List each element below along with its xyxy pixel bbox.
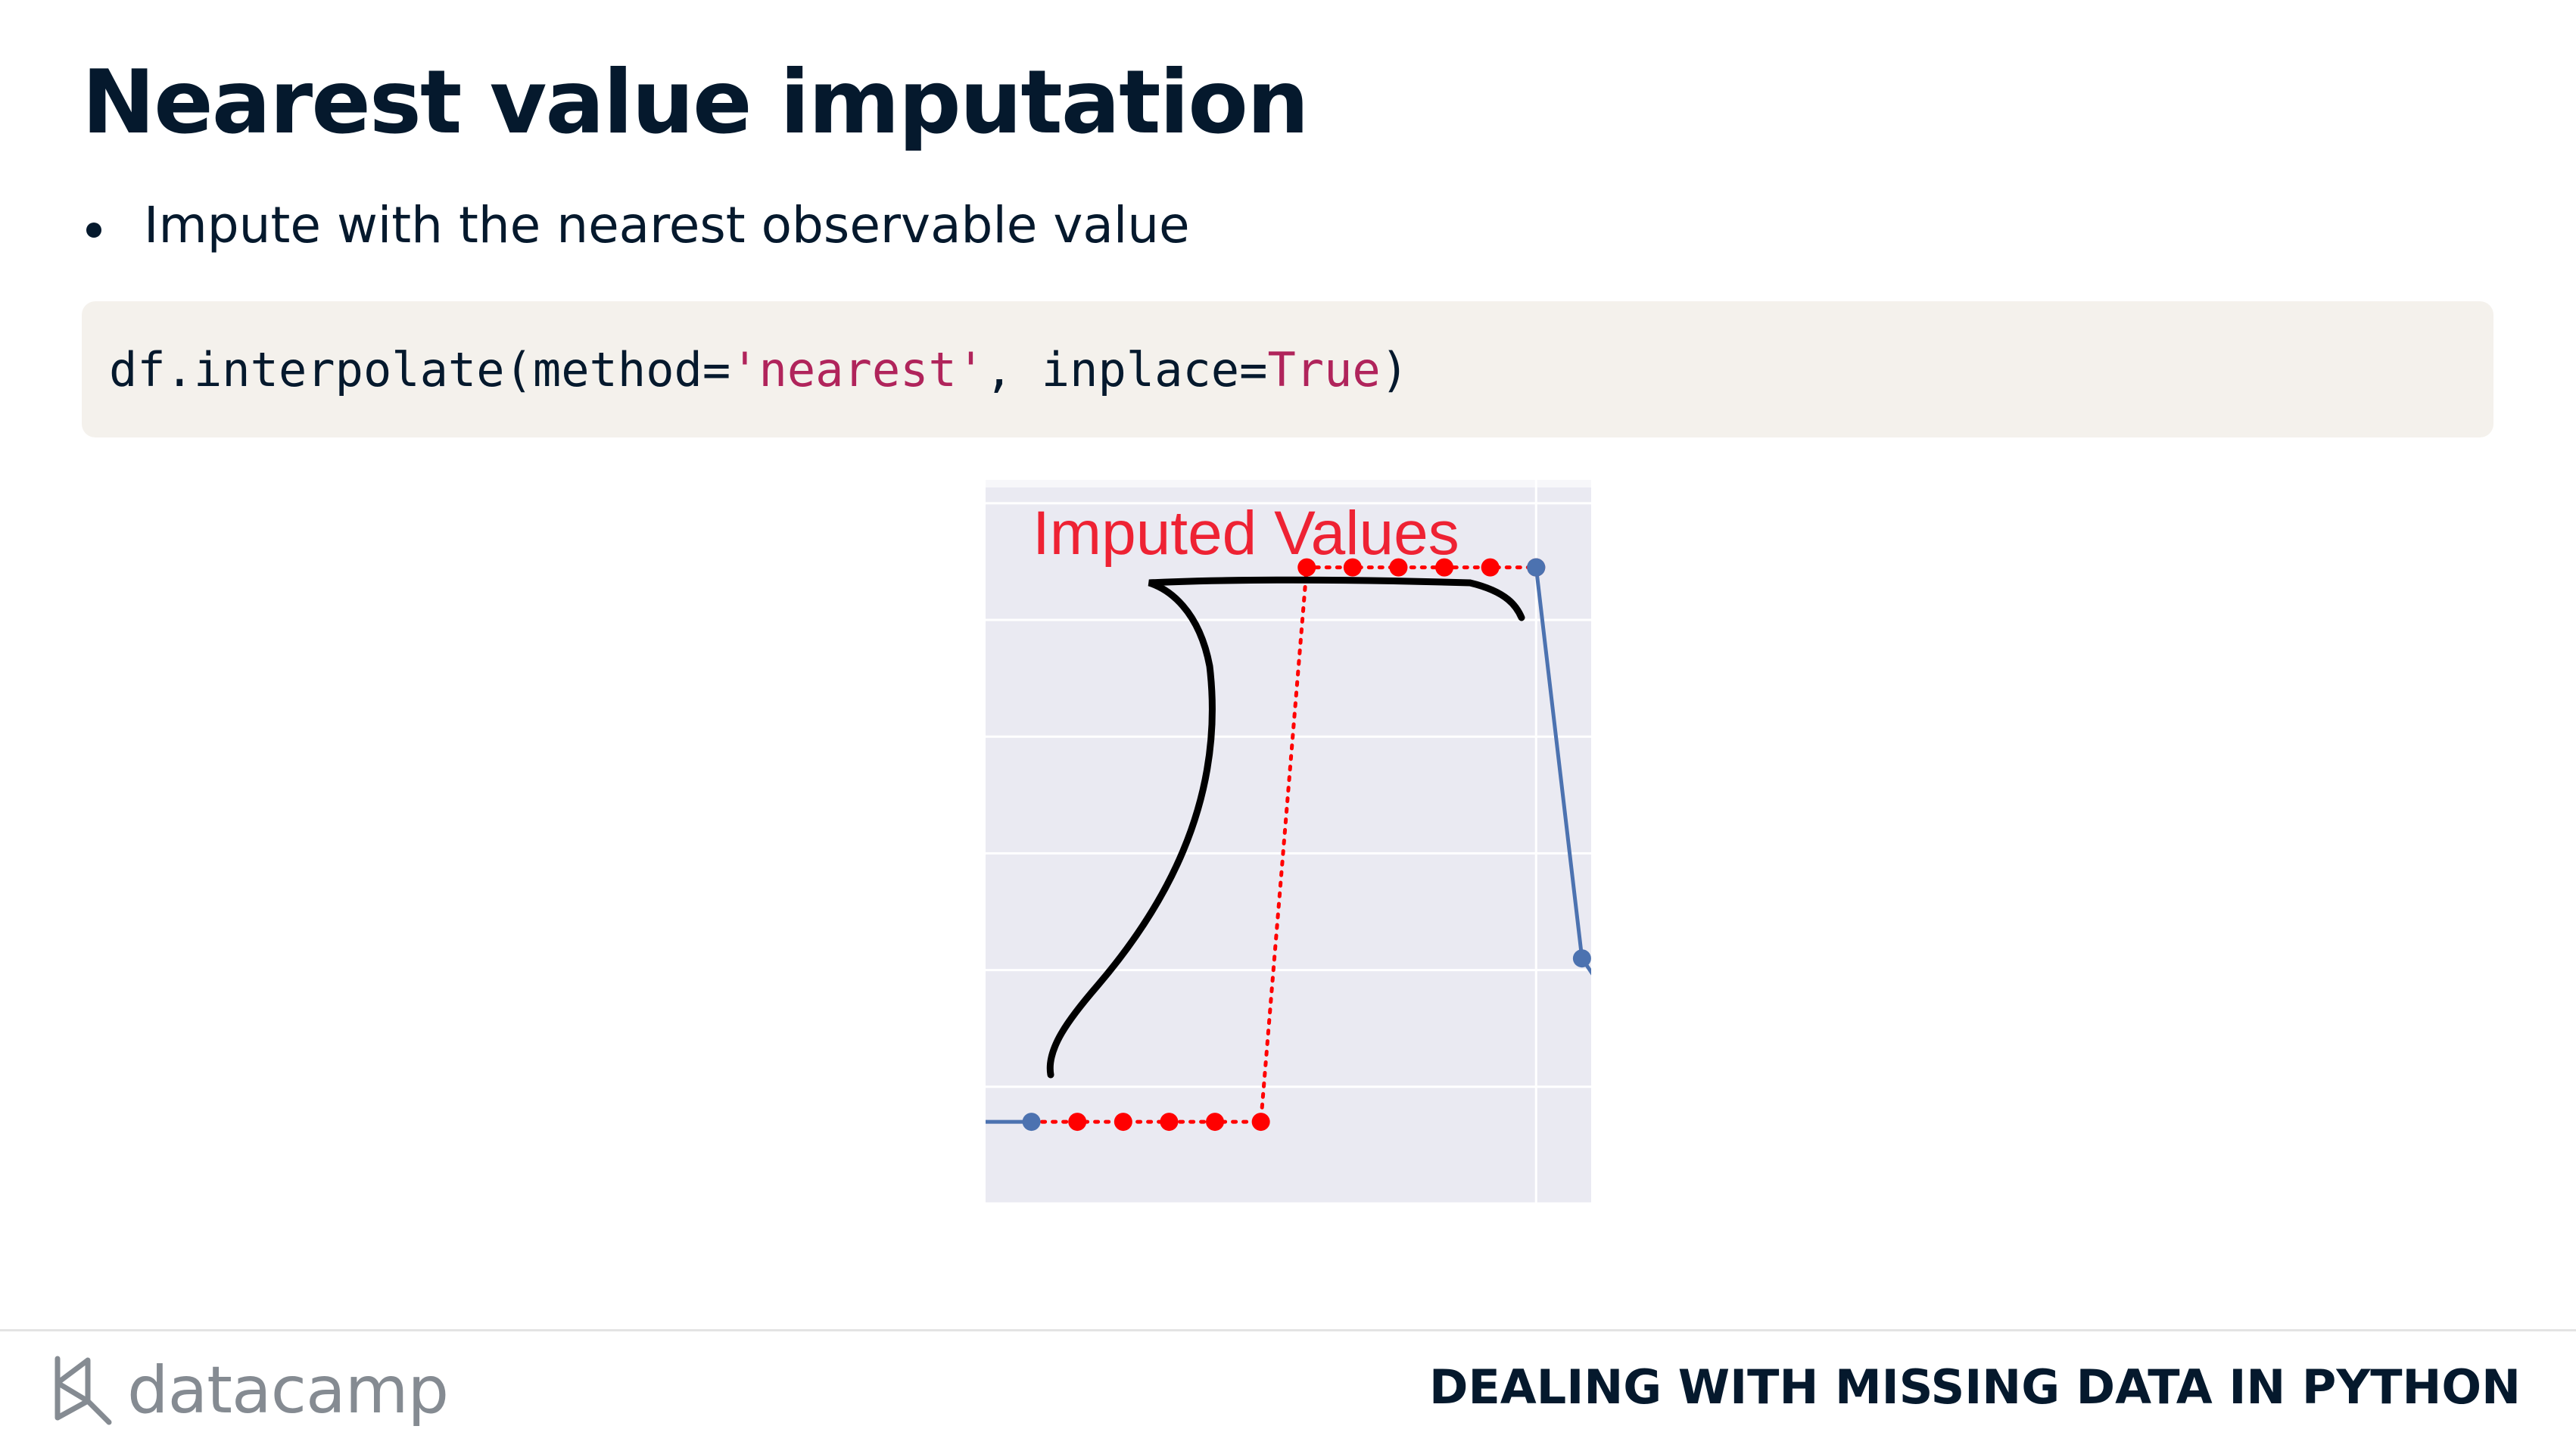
bullet-list: Impute with the nearest observable value — [82, 195, 1190, 255]
code-string-arg: 'nearest' — [730, 341, 986, 397]
data-point-observed-left — [1022, 1113, 1041, 1132]
data-point-imputed — [1251, 1113, 1270, 1132]
datacamp-logo-icon — [55, 1356, 112, 1425]
data-point-imputed — [1068, 1113, 1087, 1132]
code-block: df.interpolate(method='nearest', inplace… — [82, 301, 2493, 437]
code-middle: , inplace= — [985, 341, 1268, 397]
chart-figure: Imputed Values — [986, 480, 1591, 1203]
annotation-bracket — [1046, 576, 1525, 1079]
code-keyword-arg: True — [1267, 341, 1381, 397]
footer-divider — [0, 1329, 2576, 1331]
slide-title: Nearest value imputation — [82, 51, 1310, 154]
bullet-text: Impute with the nearest observable value — [144, 196, 1190, 254]
data-point-imputed — [1481, 558, 1500, 577]
bullet-dot-icon — [86, 223, 101, 238]
data-point-imputed — [1160, 1113, 1179, 1132]
series-layer — [986, 558, 1591, 1132]
bullet-item: Impute with the nearest observable value — [82, 195, 1190, 255]
plot-background — [986, 480, 1591, 1203]
annotation-label: Imputed Values — [1033, 499, 1459, 568]
data-point-imputed — [1206, 1113, 1225, 1132]
data-point-imputed — [1435, 558, 1454, 577]
data-point-imputed — [1114, 1113, 1132, 1132]
code-suffix: ) — [1380, 341, 1409, 397]
data-point-imputed — [1389, 558, 1408, 577]
data-point-observed-right — [1572, 949, 1591, 968]
grid-lines — [986, 480, 1591, 1203]
course-title: DEALING WITH MISSING DATA IN PYTHON — [1428, 1359, 2521, 1415]
code-prefix: df.interpolate(method= — [109, 341, 731, 397]
logo-text: datacamp — [127, 1353, 449, 1428]
plot-top-strip — [986, 480, 1591, 487]
imputation-chart: Imputed Values — [986, 480, 1591, 1203]
data-point-imputed — [1297, 558, 1316, 577]
datacamp-logo: datacamp — [53, 1349, 449, 1432]
data-point-imputed — [1343, 558, 1362, 577]
data-point-observed-right — [1527, 558, 1546, 577]
